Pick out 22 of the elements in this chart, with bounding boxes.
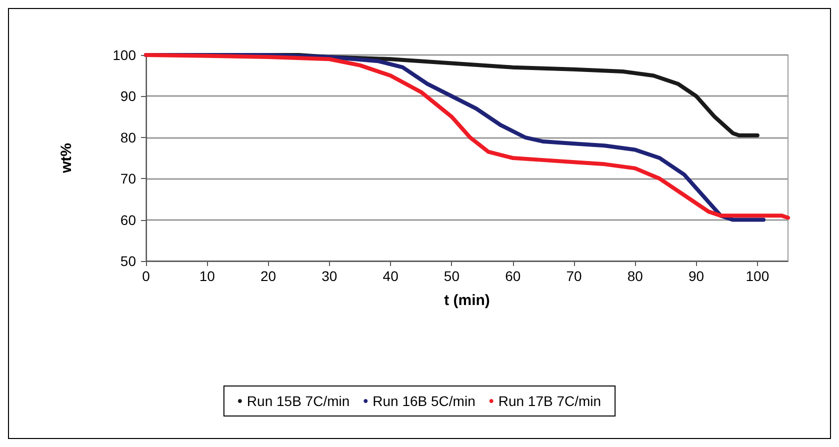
legend-label: Run 15B 7C/min — [246, 393, 350, 409]
legend-label: Run 16B 5C/min — [372, 393, 476, 409]
y-tick-label: 90 — [120, 88, 136, 104]
x-tick-label: 50 — [444, 268, 460, 284]
y-tick-label: 100 — [112, 47, 136, 63]
y-tick-label: 70 — [120, 170, 136, 187]
y-axis-title: wt% — [58, 143, 75, 174]
x-tick-label: 20 — [260, 268, 276, 284]
x-tick-label: 10 — [199, 268, 216, 284]
y-tick-label: 60 — [120, 212, 136, 228]
x-tick-label: 80 — [627, 268, 644, 284]
x-axis-title: t (min) — [444, 292, 490, 309]
x-tick-label: 100 — [746, 268, 770, 284]
x-tick-label: 90 — [688, 268, 704, 284]
x-tick-label: 0 — [142, 268, 150, 284]
x-tick-label: 60 — [505, 268, 521, 284]
x-tick-label: 70 — [566, 268, 582, 284]
legend-label: Run 17B 7C/min — [498, 393, 602, 409]
y-tick-label: 80 — [120, 129, 136, 146]
y-tick-label: 50 — [120, 253, 136, 269]
x-tick-label: 30 — [322, 268, 338, 284]
x-tick-label: 40 — [382, 268, 399, 284]
